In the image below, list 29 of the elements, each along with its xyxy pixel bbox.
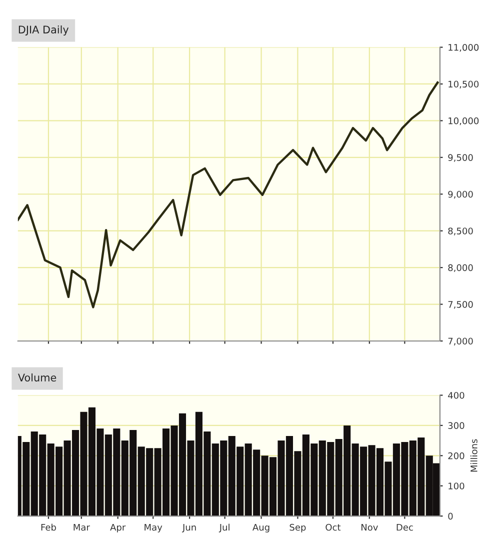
- x-tick-label: Jul: [218, 524, 230, 532]
- y-tick-label: 300: [448, 422, 464, 429]
- x-tick-label: Nov: [361, 524, 378, 531]
- x-tick-label: Sep: [290, 524, 306, 532]
- y-tick-label: 0: [448, 512, 453, 520]
- y-tick-label: 9,000: [448, 190, 473, 199]
- chart-title: DJIA Daily: [18, 25, 69, 36]
- y-tick-label: 7,000: [448, 338, 473, 346]
- x-tick-label: Feb: [41, 524, 56, 531]
- y-tick-label: 8,000: [448, 264, 473, 272]
- x-tick-label: Dec: [396, 524, 413, 531]
- x-tick-label: Aug: [252, 524, 270, 532]
- y-tick-label: 100: [448, 482, 464, 490]
- line-series: [18, 81, 439, 308]
- x-tick-label: Mar: [74, 524, 90, 531]
- y-axis-title: Millions: [470, 439, 478, 472]
- x-tick-label: May: [144, 524, 162, 532]
- y-tick-label: 9,500: [448, 154, 473, 162]
- y-tick-label: 11,000: [448, 44, 479, 52]
- y-tick-label: 200: [448, 452, 464, 460]
- x-tick-label: Apr: [110, 524, 126, 532]
- y-tick-label: 10,000: [448, 117, 479, 126]
- y-tick-label: 400: [448, 392, 464, 399]
- y-tick-label: 10,500: [448, 80, 479, 88]
- y-tick-label: 7,500: [448, 301, 473, 309]
- x-tick-label: Jun: [182, 524, 196, 532]
- y-tick-label: 8,500: [448, 228, 473, 236]
- x-tick-label: Oct: [326, 524, 341, 531]
- chart-title: Volume: [18, 373, 56, 382]
